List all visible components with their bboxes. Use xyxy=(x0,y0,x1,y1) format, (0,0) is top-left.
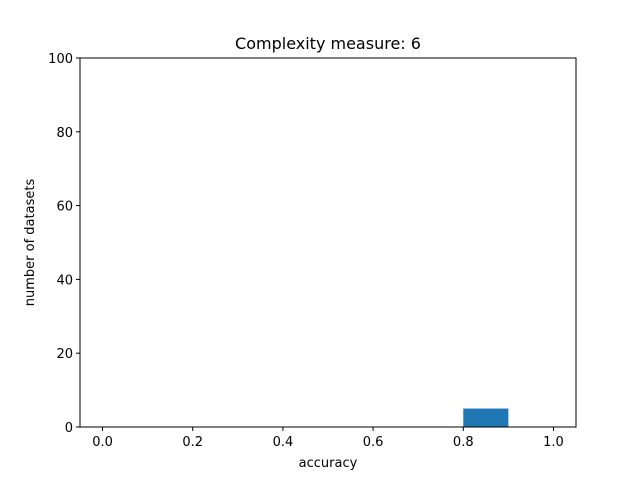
plot-frame xyxy=(79,57,577,428)
x-tick-label: 0.6 xyxy=(363,435,384,450)
x-axis-label: accuracy xyxy=(299,456,358,471)
y-tick-label: 80 xyxy=(56,126,73,141)
x-tick-label: 0.4 xyxy=(273,435,294,450)
y-tick-label: 0 xyxy=(65,421,73,436)
y-tick-label: 100 xyxy=(48,52,73,67)
histogram-bar-0 xyxy=(463,408,509,427)
x-tick-label: 0.8 xyxy=(453,435,474,450)
y-axis-label: number of datasets xyxy=(23,179,38,307)
bars-layer xyxy=(463,408,509,427)
ticks-layer: 0.0 0.2 0.4 0.6 0.8 1.0 0 20 40 60 80 100 xyxy=(48,52,564,450)
x-tick-label: 0.2 xyxy=(182,435,203,450)
x-tick-label: 0.0 xyxy=(92,435,113,450)
chart-title: Complexity measure: 6 xyxy=(235,34,421,53)
y-tick-label: 20 xyxy=(56,347,73,362)
y-tick-label: 40 xyxy=(56,273,73,288)
x-tick-label: 1.0 xyxy=(543,435,564,450)
y-tick-label: 60 xyxy=(56,200,73,215)
